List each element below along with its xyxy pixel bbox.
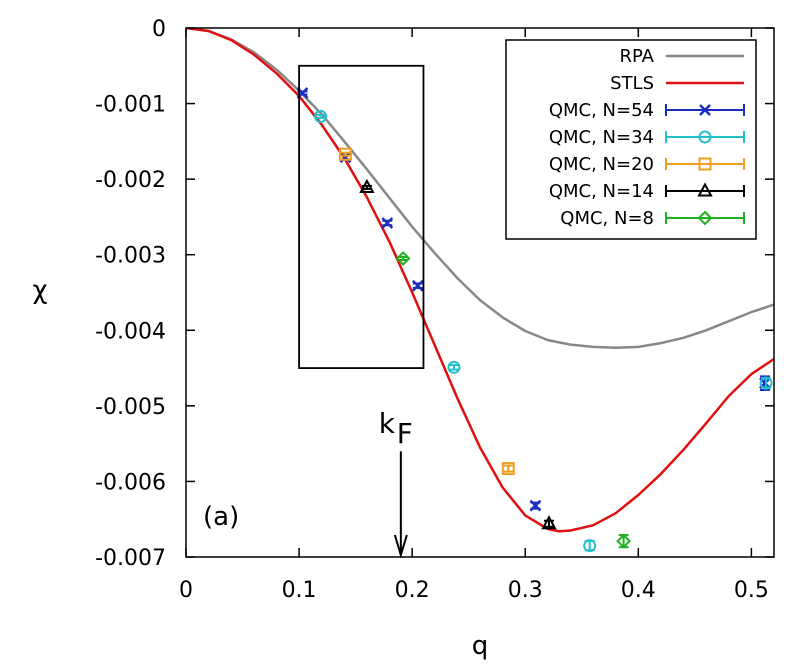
series-layer bbox=[186, 28, 774, 533]
data-point-x bbox=[411, 279, 424, 292]
kf-subscript: F bbox=[397, 417, 413, 450]
marker-shape bbox=[447, 360, 461, 374]
legend-label: QMC, N=54 bbox=[549, 100, 654, 121]
legend-item: QMC, N=20 bbox=[549, 154, 745, 175]
y-tick-label: 0 bbox=[152, 17, 166, 42]
marker-shape bbox=[616, 533, 632, 549]
data-point-circle bbox=[583, 539, 597, 553]
marker-shape bbox=[698, 157, 712, 171]
y-tick-label: -0.003 bbox=[95, 244, 166, 269]
marker-shape bbox=[541, 515, 557, 530]
legend-label: QMC, N=34 bbox=[549, 127, 654, 148]
x-tick-label: 0.5 bbox=[734, 578, 769, 603]
x-tick-label: 0.4 bbox=[621, 578, 656, 603]
x-axis-label: q bbox=[472, 631, 489, 661]
y-axis-label: χ bbox=[32, 276, 47, 306]
legend-item: QMC, N=34 bbox=[549, 127, 745, 148]
x-tick-label: 0.1 bbox=[282, 578, 317, 603]
marker-shape bbox=[697, 182, 713, 197]
panel-label: (a) bbox=[203, 502, 239, 532]
data-point-diamond bbox=[616, 533, 632, 549]
data-point-x bbox=[529, 499, 542, 512]
data-point-square bbox=[338, 147, 352, 161]
y-tick-label: -0.004 bbox=[95, 319, 166, 344]
series-line-rpa bbox=[186, 28, 774, 349]
marker-shape bbox=[359, 178, 375, 193]
x-tick-label: 0.2 bbox=[395, 578, 430, 603]
legend-label: STLS bbox=[610, 73, 654, 94]
legend-item: QMC, N=54 bbox=[549, 100, 745, 121]
data-point-circle bbox=[314, 109, 328, 123]
series-line-stls bbox=[186, 28, 774, 533]
legend-label: QMC, N=20 bbox=[549, 154, 654, 175]
legend-item: QMC, N=14 bbox=[549, 181, 745, 202]
marker-shape bbox=[338, 147, 352, 161]
data-point-circle bbox=[447, 360, 461, 374]
data-point-triangle bbox=[541, 515, 557, 530]
legend-label: QMC, N=8 bbox=[560, 208, 654, 229]
marker-stroke bbox=[529, 499, 542, 512]
y-tick-label: -0.006 bbox=[95, 470, 166, 495]
kf-label: k bbox=[379, 407, 396, 440]
x-tick-label: 0 bbox=[179, 578, 193, 603]
y-tick-label: -0.002 bbox=[95, 168, 166, 193]
legend-box bbox=[505, 39, 757, 240]
data-point-square bbox=[501, 462, 515, 476]
marker-stroke bbox=[699, 104, 711, 116]
zoom-rectangle bbox=[298, 64, 425, 369]
legend-marker-circle bbox=[698, 130, 712, 144]
legend-marker-diamond bbox=[697, 210, 713, 226]
legend-label: RPA bbox=[619, 46, 654, 67]
marker-shape bbox=[698, 130, 712, 144]
plot-frame bbox=[185, 27, 775, 558]
data-point-x bbox=[381, 217, 394, 229]
marker-shape bbox=[759, 376, 773, 390]
legend: RPA STLS QMC, N=54 QMC, N=34 QMC, N=20 QMC, N… bbox=[505, 39, 757, 240]
data-point-circle bbox=[759, 376, 773, 390]
data-point-triangle bbox=[359, 178, 375, 193]
y-tick-label: -0.005 bbox=[95, 395, 166, 420]
y-tick-label: -0.001 bbox=[95, 93, 166, 118]
legend-marker-triangle bbox=[697, 182, 713, 197]
marker-shape bbox=[395, 251, 411, 266]
marker-shape bbox=[314, 109, 328, 123]
legend-label: QMC, N=14 bbox=[549, 181, 654, 202]
marker-shape bbox=[583, 539, 597, 553]
y-tick-label: -0.007 bbox=[95, 546, 166, 571]
legend-marker-square bbox=[698, 157, 712, 171]
legend-item: RPA bbox=[619, 46, 744, 67]
marker-stroke bbox=[381, 217, 394, 229]
marker-stroke bbox=[411, 279, 424, 292]
x-tick-label: 0.3 bbox=[508, 578, 543, 603]
marker-shape bbox=[697, 210, 713, 226]
data-point-diamond bbox=[395, 251, 411, 266]
legend-item: QMC, N=8 bbox=[560, 208, 745, 229]
inset-layer bbox=[298, 64, 425, 369]
marker-shape bbox=[501, 462, 515, 476]
legend-item: STLS bbox=[610, 73, 744, 94]
ticks-layer: 0 0.1 0.2 0.3 0.4 0.5 0 -0.001 -0.002 -0.003 -0.00… bbox=[95, 17, 774, 603]
legend-marker-x bbox=[699, 104, 711, 116]
kf-arrow-head bbox=[393, 534, 408, 559]
